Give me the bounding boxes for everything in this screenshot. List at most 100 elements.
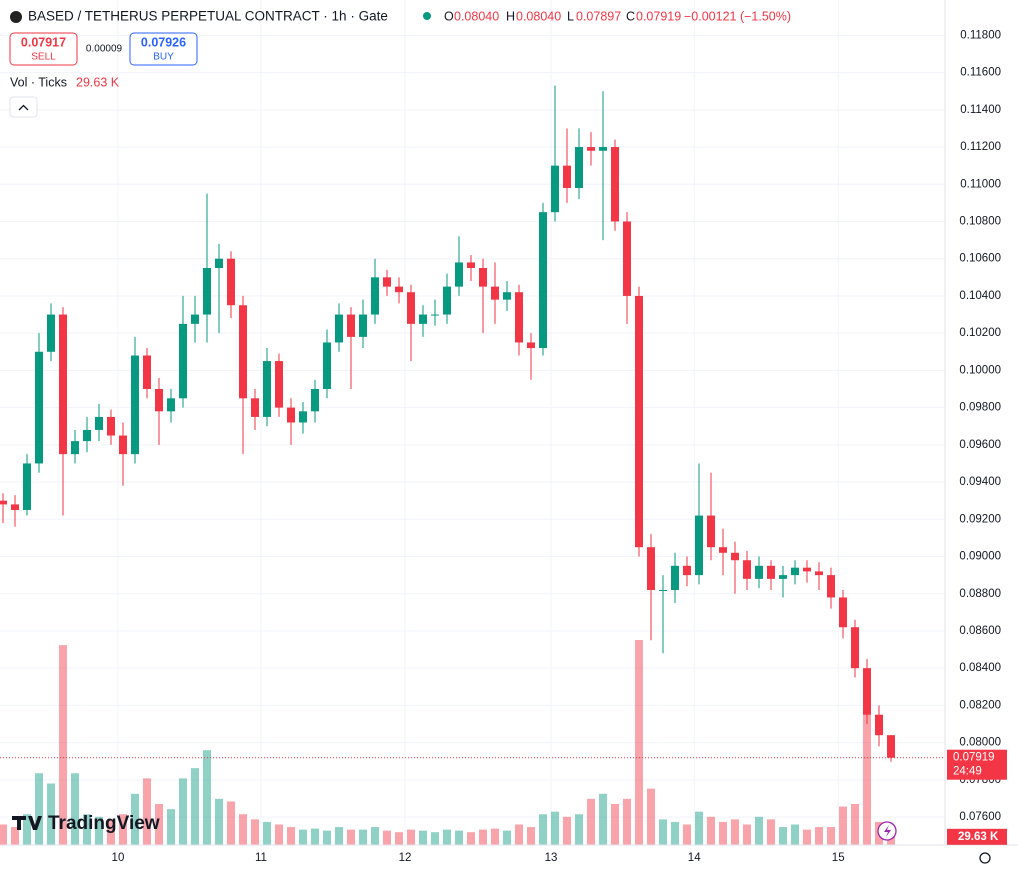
volume-bar: [155, 804, 163, 845]
o-value: 0.08040: [454, 9, 499, 23]
l-value: 0.07897: [576, 9, 621, 23]
candle-body: [587, 147, 595, 151]
y-tick-label: 0.08400: [959, 662, 1001, 674]
collapse-icon: [18, 104, 29, 111]
y-tick-label: 0.08200: [959, 699, 1001, 711]
change: −0.00121 (−1.50%): [684, 9, 791, 23]
x-tick-label: 15: [832, 852, 845, 864]
candle-body: [683, 565, 691, 576]
buy-button[interactable]: [129, 32, 198, 66]
h-value: 0.08040: [516, 9, 561, 23]
candle-body: [611, 147, 619, 222]
candle-body: [143, 355, 151, 389]
volume-bar: [503, 830, 511, 845]
candle-body: [731, 552, 739, 561]
volume-bar: [839, 806, 847, 845]
candle-body: [119, 435, 127, 455]
y-tick-label: 0.11000: [960, 178, 1001, 190]
volume-bar: [443, 829, 451, 845]
candle-body: [803, 567, 811, 572]
candle-body: [131, 355, 139, 455]
candle-body: [791, 567, 799, 576]
volume-bar: [683, 824, 691, 845]
x-tick-label: 14: [688, 852, 701, 864]
candle-body: [191, 314, 199, 324]
y-tick-label: 0.10800: [959, 216, 1001, 228]
candle-body: [383, 277, 391, 287]
volume-bar: [755, 816, 763, 845]
sell-button[interactable]: [9, 32, 78, 66]
h-label: H: [506, 9, 515, 23]
volume-bar: [167, 809, 175, 845]
volume-bar: [335, 827, 343, 845]
volume-bar: [263, 821, 271, 845]
volume-bar: [143, 778, 151, 845]
volume-bar: [35, 773, 43, 845]
candle-body: [755, 565, 763, 579]
volume-bar: [563, 816, 571, 845]
candle-body: [155, 388, 163, 412]
candle-body: [455, 262, 463, 287]
volume-bar: [815, 827, 823, 845]
settings-button[interactable]: [979, 852, 991, 864]
y-tick-label: 0.10000: [959, 364, 1001, 376]
candle-body: [95, 416, 103, 430]
volume-bar: [11, 827, 19, 845]
volume-bar: [599, 793, 607, 845]
volume-bar: [455, 830, 463, 845]
volume-bar: [491, 828, 499, 845]
candle-body: [11, 504, 19, 510]
candle-body: [335, 314, 343, 343]
y-tick-label: 0.10200: [959, 327, 1001, 339]
volume-bar: [23, 814, 31, 845]
y-tick-label: 0.11600: [960, 67, 1001, 79]
candle-body: [311, 388, 319, 412]
volume-value: 29.63 K: [76, 75, 120, 89]
o-label: O: [444, 9, 454, 23]
volume-bar: [779, 827, 787, 845]
candle-body: [419, 314, 427, 324]
volume-bar: [659, 819, 667, 845]
volume-bar: [635, 640, 643, 845]
volume-bar: [71, 773, 79, 845]
volume-bar: [827, 827, 835, 845]
candle-body: [539, 212, 547, 349]
c-label: C: [626, 9, 635, 23]
volume-bar: [767, 819, 775, 845]
price-badge-label: 0.07919: [953, 752, 995, 764]
y-tick-label: 0.08800: [959, 588, 1001, 600]
candle-body: [695, 515, 703, 576]
x-tick-label: 13: [545, 852, 558, 864]
volume-bar: [47, 783, 55, 845]
volume-bar: [275, 824, 283, 845]
volume-bar: [479, 829, 487, 845]
y-tick-label: 0.08600: [959, 625, 1001, 637]
volume-bar: [515, 824, 523, 845]
volume-bar: [695, 811, 703, 845]
volume-bar: [419, 830, 427, 845]
candle-body: [743, 560, 751, 579]
candle-body: [551, 165, 559, 213]
collapse-button[interactable]: [9, 96, 38, 118]
volume-badge-label: 29.63 K: [958, 831, 999, 843]
candle-body: [647, 547, 655, 591]
y-tick-label: 0.09200: [959, 513, 1001, 525]
volume-bar: [131, 793, 139, 845]
volume-bar: [239, 814, 247, 845]
candle-body: [323, 342, 331, 389]
candle-body: [275, 361, 283, 408]
volume-bar: [179, 778, 187, 845]
candle-body: [395, 286, 403, 293]
volume-bar: [347, 829, 355, 845]
volume-badge: [947, 828, 1007, 845]
candle-body: [623, 221, 631, 296]
candle-body: [563, 165, 571, 188]
candle-body: [227, 258, 235, 306]
volume-bar: [431, 832, 439, 845]
y-tick-label: 0.11200: [960, 141, 1001, 153]
candle-body: [47, 314, 55, 352]
candle-body: [215, 258, 223, 269]
candle-body: [107, 416, 115, 436]
x-tick-label: 10: [112, 852, 125, 864]
